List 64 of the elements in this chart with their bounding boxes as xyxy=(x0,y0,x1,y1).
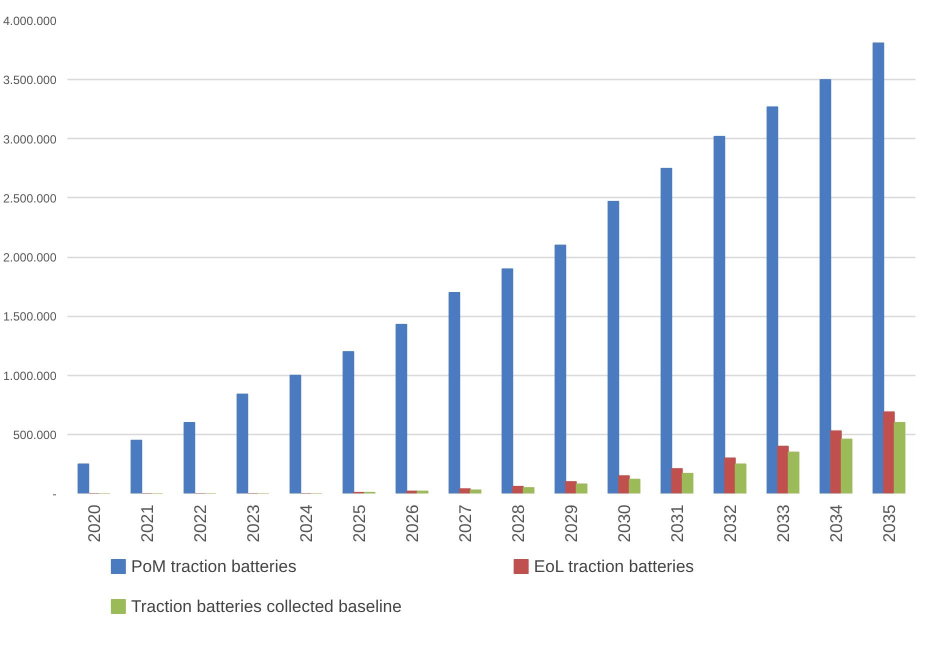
bar xyxy=(459,488,471,494)
bar xyxy=(130,440,142,494)
x-tick-label: 2029 xyxy=(562,504,581,542)
bar xyxy=(714,136,726,494)
bar xyxy=(608,200,620,494)
bar xyxy=(565,481,577,494)
bar xyxy=(894,422,906,494)
bar xyxy=(820,79,832,494)
bar xyxy=(522,487,534,494)
y-tick-label: 500.000 xyxy=(13,428,57,442)
x-tick-label: 2022 xyxy=(191,504,210,542)
x-tick-label: 2032 xyxy=(721,504,740,542)
x-tick-label: 2023 xyxy=(244,504,263,542)
y-tick-label: 2.000.000 xyxy=(3,250,57,264)
bar xyxy=(502,268,514,494)
y-tick-label: 1.000.000 xyxy=(3,368,57,383)
bar xyxy=(576,484,588,494)
x-tick-label: 2026 xyxy=(403,504,422,542)
bar xyxy=(840,438,852,494)
bar xyxy=(628,478,640,494)
bar xyxy=(872,42,884,494)
bar xyxy=(512,486,524,494)
bar xyxy=(682,472,694,494)
legend-label: PoM traction batteries xyxy=(131,557,296,576)
y-tick-label: 3.000.000 xyxy=(3,132,57,146)
bar xyxy=(396,324,408,494)
bar xyxy=(883,411,895,494)
legend-label: EoL traction batteries xyxy=(534,557,694,576)
bar xyxy=(671,468,683,494)
x-tick-label: 2028 xyxy=(509,504,528,542)
bar xyxy=(788,452,800,494)
legend-label: Traction batteries collected baseline xyxy=(131,597,402,616)
y-tick-label: 4.000.000 xyxy=(3,14,57,28)
bar xyxy=(236,394,248,494)
bar xyxy=(184,422,196,494)
x-tick-label: 2020 xyxy=(85,504,104,542)
x-tick-label: 2034 xyxy=(827,504,846,542)
bar xyxy=(724,458,736,494)
y-tick-label: 2.500.000 xyxy=(3,191,57,206)
x-tick-label: 2024 xyxy=(297,504,316,542)
x-tick-label: 2031 xyxy=(668,504,687,542)
bar xyxy=(470,489,482,494)
bar xyxy=(448,292,460,494)
bar xyxy=(406,490,418,494)
bar xyxy=(618,475,630,494)
bar xyxy=(416,490,428,494)
bar xyxy=(766,106,778,494)
bar xyxy=(342,351,354,494)
bar xyxy=(777,446,789,494)
bar xyxy=(78,463,90,494)
y-tick-label: 3.500.000 xyxy=(3,73,57,88)
y-tick-label: - xyxy=(52,487,57,501)
x-tick-label: 2033 xyxy=(774,504,793,542)
bar xyxy=(554,244,566,494)
x-tick-label: 2030 xyxy=(615,504,634,542)
bar xyxy=(734,463,746,494)
x-tick-label: 2021 xyxy=(138,504,157,542)
bar xyxy=(830,430,842,494)
bar xyxy=(290,374,302,494)
bar xyxy=(660,168,672,494)
x-tick-label: 2027 xyxy=(456,504,475,542)
y-tick-label: 1.500.000 xyxy=(3,310,57,324)
x-tick-label: 2025 xyxy=(350,504,369,542)
x-tick-label: 2035 xyxy=(880,504,899,542)
